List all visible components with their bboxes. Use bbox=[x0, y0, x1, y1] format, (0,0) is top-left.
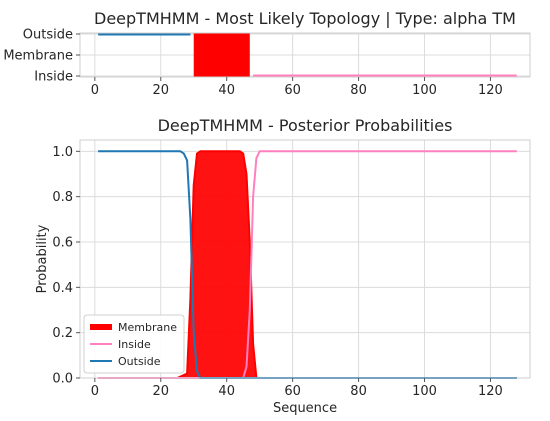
chart-title: DeepTMHMM - Most Likely Topology | Type:… bbox=[94, 9, 516, 28]
series-line-membrane bbox=[98, 150, 517, 379]
x-tick-label: 80 bbox=[350, 384, 367, 399]
legend-label-outside: Outside bbox=[118, 355, 161, 368]
plot-frame bbox=[79, 139, 531, 379]
y-tick-label: 0.8 bbox=[52, 190, 73, 205]
x-tick-label: 100 bbox=[412, 384, 437, 399]
x-axis-label: Sequence bbox=[273, 401, 337, 416]
y-tick-label: Outside bbox=[23, 28, 73, 43]
x-tick-label: 120 bbox=[478, 384, 503, 399]
x-tick-label: 40 bbox=[218, 83, 235, 98]
series-line-outside bbox=[98, 150, 517, 379]
y-tick-label: Membrane bbox=[3, 49, 73, 64]
series-line-inside bbox=[98, 150, 517, 379]
x-tick-label: 100 bbox=[412, 83, 437, 98]
legend-label-membrane: Membrane bbox=[118, 321, 177, 334]
x-tick-label: 60 bbox=[284, 384, 301, 399]
x-tick-label: 60 bbox=[284, 83, 301, 98]
y-tick-label: 1.0 bbox=[52, 145, 73, 160]
topology-segment-membrane bbox=[193, 33, 250, 77]
x-tick-label: 80 bbox=[350, 83, 367, 98]
x-tick-label: 0 bbox=[91, 384, 99, 399]
x-tick-label: 20 bbox=[152, 384, 169, 399]
y-axis-label: Probability bbox=[35, 224, 50, 293]
legend-label-inside: Inside bbox=[118, 338, 151, 351]
y-tick-label: 0.0 bbox=[52, 372, 73, 387]
x-tick-label: 20 bbox=[152, 83, 169, 98]
topology-chart: 0 20 40 60 80 100 120 Outside Membrane Inside Deep… bbox=[3, 9, 531, 98]
x-tick-label: 120 bbox=[478, 83, 503, 98]
y-tick-label: 0.2 bbox=[52, 326, 73, 341]
x-tick-label: 0 bbox=[91, 83, 99, 98]
posterior-probabilities-chart: 0 20 40 60 80 100 120 0.0 0.2 0.4 0.6 0.8 1.0 DeepTMH… bbox=[35, 116, 531, 416]
x-tick-label: 40 bbox=[218, 384, 235, 399]
y-tick-label: 0.6 bbox=[52, 236, 73, 251]
series-area-membrane bbox=[98, 151, 517, 378]
y-tick-label: Inside bbox=[34, 70, 73, 85]
chart-title: DeepTMHMM - Posterior Probabilities bbox=[158, 116, 453, 135]
y-tick-label: 0.4 bbox=[52, 281, 73, 296]
